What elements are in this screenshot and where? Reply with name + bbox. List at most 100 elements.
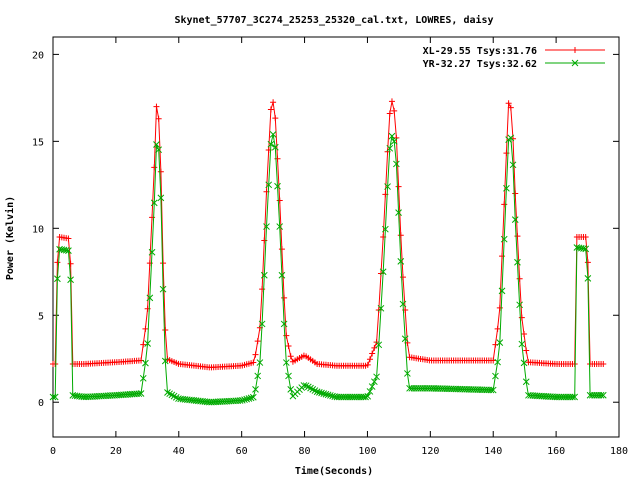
data-point <box>65 235 72 242</box>
data-point <box>399 300 407 308</box>
data-point <box>490 357 497 364</box>
data-point <box>324 391 332 399</box>
data-point <box>320 390 328 397</box>
data-point <box>362 393 369 401</box>
data-point <box>397 232 404 239</box>
data-point <box>49 393 57 401</box>
data-point <box>140 341 147 348</box>
data-point <box>507 134 515 142</box>
data-point <box>507 104 514 111</box>
data-point <box>300 382 308 389</box>
y-tick-label: 5 <box>38 311 44 322</box>
data-point <box>67 260 74 267</box>
data-point <box>54 259 61 266</box>
data-point <box>388 132 396 140</box>
data-point <box>278 271 286 279</box>
data-point <box>382 225 389 233</box>
x-tick-label: 100 <box>358 446 376 457</box>
data-point <box>153 103 160 110</box>
data-point <box>276 197 283 204</box>
data-point <box>272 115 279 122</box>
data-point <box>496 304 503 311</box>
data-point <box>514 258 521 266</box>
data-point <box>509 161 517 169</box>
data-point <box>157 168 164 175</box>
data-point <box>384 183 391 190</box>
data-point <box>500 235 508 243</box>
data-point <box>379 268 387 276</box>
data-point <box>250 359 257 366</box>
data-point <box>503 184 510 192</box>
data-point <box>499 253 506 260</box>
data-point <box>269 131 277 138</box>
data-point <box>254 372 262 380</box>
data-point <box>315 389 323 396</box>
data-point <box>518 340 526 348</box>
data-point <box>371 344 378 351</box>
data-point <box>404 370 411 377</box>
plot-frame <box>52 36 620 438</box>
data-point <box>391 107 398 114</box>
data-point <box>494 325 501 332</box>
data-point <box>263 223 270 230</box>
data-point <box>267 140 275 148</box>
data-point <box>252 351 259 358</box>
data-point <box>498 287 506 295</box>
data-point <box>371 378 378 386</box>
legend-marker-2 <box>571 59 579 67</box>
data-point <box>501 201 508 208</box>
data-point <box>496 339 504 347</box>
data-point <box>285 372 292 380</box>
data-point <box>139 374 147 382</box>
data-point <box>580 245 587 252</box>
data-point <box>254 338 261 345</box>
data-point <box>571 393 579 401</box>
data-point <box>600 360 607 367</box>
data-point <box>386 144 394 152</box>
data-point <box>157 194 165 202</box>
data-point <box>364 361 371 368</box>
data-point <box>395 183 402 190</box>
y-tick-label: 20 <box>32 50 44 61</box>
data-point <box>258 320 266 328</box>
data-point <box>238 396 246 404</box>
x-tick-label: 60 <box>236 446 248 457</box>
data-point <box>159 285 167 293</box>
plot-area <box>52 36 620 438</box>
series-2-line <box>53 134 604 403</box>
series-2 <box>49 131 607 406</box>
data-point <box>521 331 528 338</box>
data-point <box>377 304 385 312</box>
data-point <box>597 391 605 399</box>
data-point <box>393 160 400 168</box>
data-point <box>368 383 376 390</box>
y-axis-title: Power (Kelvin) <box>4 196 16 280</box>
data-point <box>492 372 499 380</box>
data-point <box>153 141 160 148</box>
data-point <box>142 325 149 332</box>
data-point <box>514 233 521 240</box>
y-tick-label: 10 <box>32 224 44 235</box>
data-point <box>247 394 255 402</box>
data-point <box>54 275 61 283</box>
data-point <box>146 294 154 302</box>
data-point <box>241 396 248 404</box>
data-point <box>505 100 512 107</box>
y-tick-label: 0 <box>38 398 44 409</box>
data-point <box>584 275 592 282</box>
data-point <box>287 353 294 360</box>
x-tick-label: 40 <box>173 446 185 457</box>
data-point <box>523 347 530 354</box>
data-point <box>388 98 395 105</box>
data-point <box>52 360 59 367</box>
data-point <box>522 378 530 386</box>
data-point <box>142 359 149 367</box>
data-point <box>375 341 383 349</box>
data-point <box>399 274 406 281</box>
data-point <box>274 182 281 190</box>
data-point <box>494 358 501 366</box>
data-point <box>245 395 253 402</box>
chart-title: Skynet_57707_3C274_25253_25320_cal.txt, … <box>174 14 493 26</box>
data-point <box>584 259 591 266</box>
series-layer <box>49 98 607 406</box>
